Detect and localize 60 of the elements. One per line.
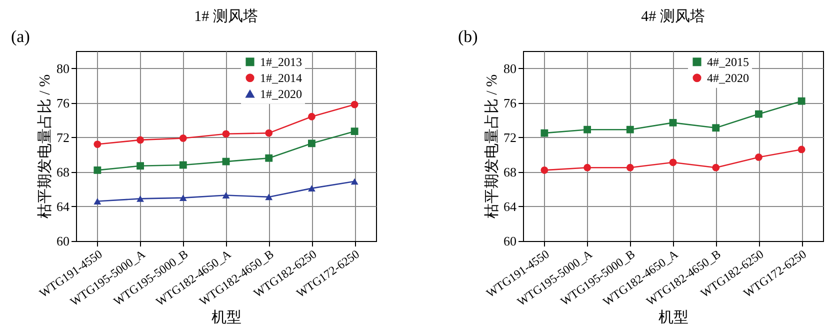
point bbox=[136, 136, 144, 144]
point bbox=[179, 134, 187, 142]
point bbox=[669, 118, 677, 126]
point bbox=[94, 166, 102, 174]
y-tick-label: 64 bbox=[56, 198, 70, 214]
legend-label: 1#_2014 bbox=[260, 70, 302, 85]
point bbox=[798, 97, 806, 105]
point bbox=[712, 164, 720, 172]
point bbox=[669, 158, 677, 166]
legend-label: 4#_2015 bbox=[707, 54, 749, 69]
y-tick-label: 60 bbox=[56, 234, 70, 248]
point bbox=[540, 129, 548, 137]
point bbox=[584, 126, 591, 134]
point bbox=[94, 198, 102, 204]
x-axis-title: 机型 bbox=[658, 308, 688, 326]
y-tick-label: 72 bbox=[504, 130, 516, 145]
point bbox=[265, 129, 273, 137]
point bbox=[94, 140, 102, 148]
point bbox=[265, 154, 273, 162]
legend-label: 4#_2020 bbox=[707, 70, 749, 85]
x-axis-title: 机型 bbox=[212, 308, 242, 326]
point bbox=[626, 126, 634, 134]
point bbox=[136, 162, 144, 170]
y-tick-label: 80 bbox=[56, 60, 70, 76]
chart-title: 1# 测风塔 bbox=[194, 8, 258, 25]
legend-label: 1#_2013 bbox=[260, 54, 302, 69]
point bbox=[350, 128, 358, 136]
legend-label: 1#_2020 bbox=[260, 86, 302, 101]
y-tick-label: 68 bbox=[56, 164, 70, 180]
point bbox=[540, 166, 548, 174]
point bbox=[222, 192, 230, 198]
point bbox=[179, 161, 187, 169]
y-tick-label: 76 bbox=[56, 95, 70, 110]
y-tick-label: 76 bbox=[504, 95, 517, 110]
y-tick-label: 80 bbox=[504, 60, 516, 76]
point bbox=[350, 100, 358, 108]
point bbox=[179, 194, 187, 202]
point bbox=[755, 154, 762, 161]
chart-title: 4# 测风塔 bbox=[641, 8, 705, 25]
point bbox=[798, 146, 806, 154]
point bbox=[350, 178, 358, 185]
y-tick-label: 68 bbox=[504, 164, 516, 180]
point bbox=[265, 194, 273, 200]
y-axis-title: 枯平期发电量占比 / % bbox=[36, 74, 54, 219]
point bbox=[308, 140, 316, 148]
point bbox=[136, 195, 144, 202]
point bbox=[308, 185, 316, 192]
y-tick-label: 72 bbox=[56, 130, 70, 145]
text: (a) bbox=[11, 27, 30, 46]
point bbox=[584, 164, 591, 172]
point bbox=[755, 110, 762, 118]
point bbox=[712, 124, 720, 132]
text: (b) bbox=[458, 27, 478, 46]
point bbox=[308, 112, 316, 120]
point bbox=[222, 130, 230, 138]
point bbox=[626, 164, 634, 172]
point bbox=[222, 158, 230, 166]
y-tick-label: 64 bbox=[504, 198, 517, 214]
y-tick-label: 60 bbox=[504, 234, 516, 248]
y-axis-title: 枯平期发电量占比 / % bbox=[484, 74, 500, 219]
